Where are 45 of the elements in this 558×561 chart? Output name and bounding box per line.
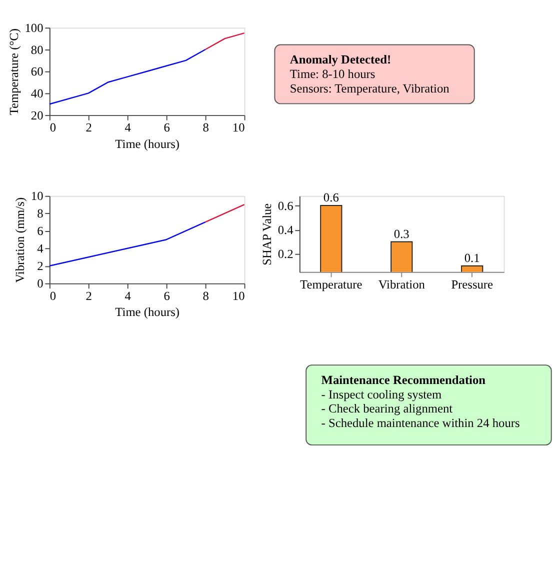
- x-tick-label: Temperature: [300, 278, 363, 292]
- y-tick-label: 60: [30, 64, 44, 79]
- x-tick-label: 10: [232, 288, 245, 303]
- x-tick-label: 10: [232, 120, 245, 135]
- x-tick-label: 6: [164, 120, 170, 135]
- x-tick-label: Pressure: [451, 278, 494, 292]
- y-tick-label: 0.4: [278, 222, 294, 237]
- x-tick-label: 4: [124, 120, 131, 135]
- text: Anomaly Detected!: [290, 52, 392, 67]
- data-label: 0.1: [464, 251, 480, 266]
- x-tick-label: 8: [202, 120, 209, 135]
- y-tick-label: 4: [37, 242, 44, 256]
- x-axis-title: Time (hours): [115, 136, 180, 151]
- x-tick-label: 2: [86, 120, 92, 135]
- x-tick-label: 6: [164, 288, 170, 303]
- x-tick-label: 4: [124, 288, 131, 303]
- y-tick-label: 8: [37, 206, 44, 221]
- y-axis-title: Vibration (mm/s): [13, 197, 28, 283]
- y-tick-label: 0.6: [278, 198, 294, 213]
- y-axis-title: SHAP Value: [260, 202, 274, 266]
- y-axis-title: Temperature (°C): [7, 28, 22, 116]
- y-tick-label: 2: [37, 259, 44, 274]
- x-tick-label: 0: [50, 120, 56, 135]
- text: Maintenance Recommendation: [321, 373, 486, 388]
- y-tick-label: 10: [30, 189, 44, 204]
- data-label: 0.3: [394, 226, 410, 241]
- x-tick-label: Vibration: [378, 278, 425, 292]
- x-tick-label: 8: [202, 288, 209, 303]
- y-tick-label: 20: [30, 108, 44, 122]
- text: - Check bearing alignment: [321, 402, 454, 416]
- y-tick-label: 6: [37, 224, 44, 238]
- x-axis-title: Time (hours): [115, 305, 180, 320]
- y-tick-label: 40: [30, 86, 44, 100]
- line-series: [48, 221, 206, 266]
- x-tick-label: 0: [50, 288, 56, 303]
- x-tick-label: 2: [86, 288, 92, 303]
- text: Sensors: Temperature, Vibration: [290, 81, 450, 96]
- text: - Schedule maintenance within 24 hours: [321, 416, 520, 430]
- data-label: 0.6: [323, 190, 339, 205]
- y-tick-label: 80: [30, 42, 44, 57]
- y-tick-label: 0.2: [278, 247, 294, 262]
- y-tick-label: 100: [24, 20, 44, 35]
- text: Time: 8-10 hours: [290, 67, 376, 82]
- line-series: [48, 48, 206, 105]
- text: - Inspect cooling system: [321, 387, 442, 402]
